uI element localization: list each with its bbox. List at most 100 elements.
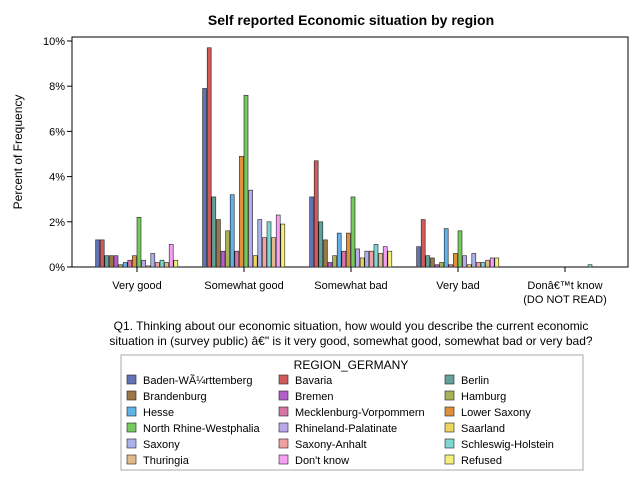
legend-swatch — [126, 422, 137, 433]
x-tick-label: Somewhat good — [204, 280, 284, 292]
legend-swatch — [278, 374, 289, 385]
x-axis-label-line: Q1. Thinking about our economic situatio… — [114, 319, 589, 333]
legend-swatch — [278, 454, 289, 465]
y-tick-label: 10% — [43, 36, 65, 48]
legend-title: REGION_GERMANY — [294, 358, 409, 372]
plot-frame — [71, 36, 629, 268]
bar — [211, 196, 217, 268]
bar — [434, 264, 440, 268]
bar — [118, 264, 123, 268]
bar — [206, 47, 212, 268]
bar — [430, 257, 435, 268]
legend-swatch — [444, 406, 455, 417]
bar — [485, 259, 490, 268]
bar — [252, 255, 258, 268]
legend-label: Lower Saxony — [461, 407, 531, 419]
bar — [271, 237, 276, 268]
legend-label: Rhineland-Palatinate — [295, 423, 397, 435]
bar — [480, 262, 486, 268]
legend-swatch — [126, 374, 137, 385]
bar — [387, 250, 393, 268]
bar — [420, 219, 426, 268]
legend-swatch — [278, 406, 289, 417]
bar — [239, 155, 244, 268]
chart-title: Self reported Economic situation by regi… — [208, 12, 494, 28]
bar — [220, 250, 226, 268]
legend-swatch — [278, 390, 289, 401]
x-axis-label-line: situation in (survey public) â€" is it v… — [109, 334, 593, 348]
legend-label: Thuringia — [143, 455, 190, 467]
legend-swatch — [126, 390, 137, 401]
y-tick-label: 8% — [49, 81, 65, 93]
bar — [382, 246, 388, 268]
bar — [164, 262, 169, 268]
bar — [587, 264, 593, 268]
x-tick-label: Very bad — [436, 280, 479, 292]
bar — [159, 259, 165, 268]
bar — [113, 255, 119, 268]
bar — [476, 262, 481, 268]
bars-layer — [95, 47, 593, 268]
bar — [443, 228, 449, 268]
bar — [262, 237, 267, 268]
legend-label: Don't know — [295, 455, 349, 467]
bar — [309, 196, 314, 268]
y-axis: 0% 2% 4% 6% 8% 10% — [43, 36, 72, 274]
x-axis: Very good Somewhat good Somewhat bad Very b… — [112, 267, 607, 306]
bar — [202, 88, 207, 268]
bar — [323, 239, 328, 268]
bar — [280, 223, 286, 268]
legend: Baden-WÃ¼rttemberg Bavaria Berlin Brandenbu… — [126, 374, 554, 467]
legend-label: Hesse — [143, 407, 174, 419]
bar — [346, 232, 351, 268]
bar — [453, 253, 458, 268]
bar — [489, 257, 495, 268]
bar — [109, 255, 114, 268]
bar — [225, 230, 230, 268]
bar — [462, 255, 467, 268]
x-tick-label: Very good — [112, 280, 162, 292]
legend-label: Schleswig-Holstein — [461, 439, 554, 451]
bar — [373, 244, 379, 268]
legend-swatch — [444, 374, 455, 385]
bar — [104, 255, 110, 268]
bar — [248, 189, 253, 268]
bar — [378, 253, 383, 268]
legend-swatch — [126, 454, 137, 465]
bar — [168, 244, 174, 268]
bar — [359, 257, 365, 268]
bar — [318, 221, 324, 268]
legend-swatch — [444, 390, 455, 401]
x-tick-label: (DO NOT READ) — [523, 294, 607, 306]
legend-swatch — [444, 438, 455, 449]
bar — [439, 262, 444, 268]
legend-swatch — [444, 454, 455, 465]
legend-label: North Rhine-Westphalia — [143, 423, 260, 435]
bar — [122, 262, 128, 268]
legend-label: Refused — [461, 455, 502, 467]
y-tick-label: 2% — [49, 217, 65, 229]
legend-label: Brandenburg — [143, 391, 207, 403]
legend-box — [120, 354, 584, 471]
bar — [336, 232, 342, 268]
bar — [243, 94, 249, 268]
bar — [457, 230, 463, 268]
bar — [448, 264, 454, 268]
legend-label: Hamburg — [461, 391, 506, 403]
bar — [95, 239, 100, 268]
y-tick-label: 6% — [49, 126, 65, 138]
bar — [327, 262, 333, 268]
bar — [173, 259, 179, 268]
bar — [127, 259, 133, 268]
bar — [141, 259, 146, 268]
y-axis-label: Percent of Frequency — [11, 95, 25, 210]
legend-swatch — [444, 422, 455, 433]
bar — [355, 248, 360, 268]
legend-swatch — [126, 406, 137, 417]
bar — [332, 255, 337, 268]
legend-swatch — [278, 438, 289, 449]
legend-label: Mecklenburg-Vorpommern — [295, 407, 425, 419]
bar — [229, 194, 235, 268]
bar — [99, 239, 105, 268]
legend-label: Baden-WÃ¼rttemberg — [143, 374, 252, 387]
